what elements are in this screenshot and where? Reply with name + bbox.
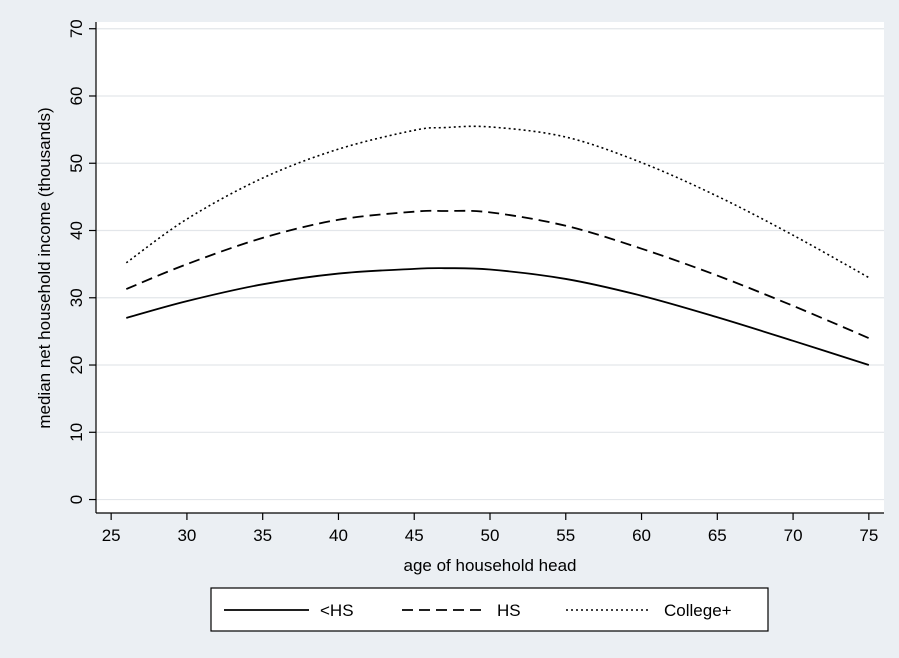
y-tick-label-30: 30 <box>67 288 86 307</box>
x-tick-label-55: 55 <box>556 526 575 545</box>
series-line-2 <box>125 125 870 279</box>
legend-label-lths: <HS <box>320 601 354 620</box>
x-tick-label-40: 40 <box>329 526 348 545</box>
x-tick-label-25: 25 <box>102 526 121 545</box>
x-tick-label-50: 50 <box>481 526 500 545</box>
x-tick-label-65: 65 <box>708 526 727 545</box>
legend: <HS HS College+ <box>210 587 769 632</box>
y-tick-label-0: 0 <box>67 495 86 504</box>
y-tick-label-40: 40 <box>67 221 86 240</box>
series-line-1 <box>125 209 870 339</box>
y-ticks: 0 10 20 30 40 50 60 70 <box>67 19 96 504</box>
legend-label-college: College+ <box>664 601 732 620</box>
x-tick-label-75: 75 <box>859 526 878 545</box>
legend-label-hs: HS <box>497 601 521 620</box>
x-tick-label-70: 70 <box>784 526 803 545</box>
legend-box <box>210 587 769 632</box>
x-ticks: 25 30 35 40 45 50 55 60 65 70 75 <box>102 513 878 545</box>
y-tick-label-20: 20 <box>67 356 86 375</box>
x-axis-title: age of household head <box>404 556 577 575</box>
series-line-0 <box>126 267 870 366</box>
y-tick-label-60: 60 <box>67 87 86 106</box>
plot-area <box>96 22 884 513</box>
x-tick-label-60: 60 <box>632 526 651 545</box>
y-tick-label-70: 70 <box>67 19 86 38</box>
x-tick-label-35: 35 <box>253 526 272 545</box>
series-lines <box>125 125 870 366</box>
x-tick-label-45: 45 <box>405 526 424 545</box>
y-tick-label-50: 50 <box>67 154 86 173</box>
y-tick-label-10: 10 <box>67 423 86 442</box>
x-tick-label-30: 30 <box>177 526 196 545</box>
gridlines <box>96 28 884 501</box>
y-axis-title: median net household income (thousands) <box>35 107 54 428</box>
